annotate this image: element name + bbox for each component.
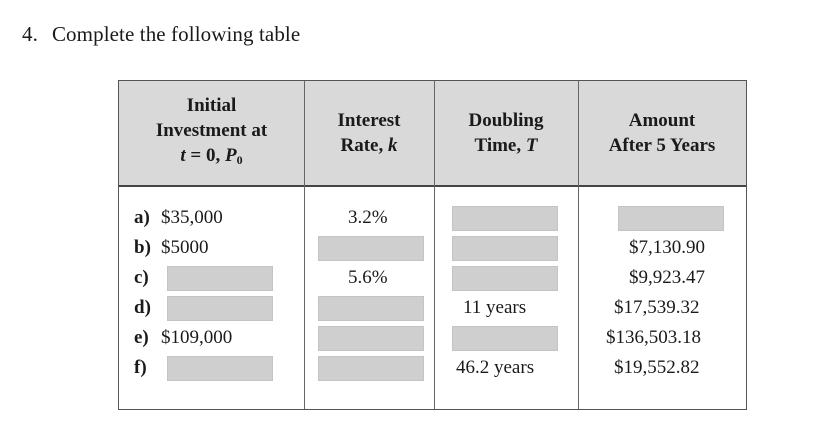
row-label: a) <box>134 207 150 228</box>
answer-blank[interactable] <box>318 326 424 351</box>
header-initial-line1: Initial <box>186 95 237 116</box>
table-row: c) 5.6% $9,923.47 <box>119 263 746 293</box>
row-label: e) <box>134 327 149 348</box>
header-doubling-time: Doubling Time, T <box>434 81 578 185</box>
header-doubling-line2: Time, T <box>469 133 544 158</box>
answer-blank[interactable] <box>452 266 558 291</box>
answer-blank[interactable] <box>167 296 273 321</box>
table-row: b) $5000 $7,130.90 <box>119 233 746 263</box>
header-initial-line2: Investment at <box>155 120 268 141</box>
answer-blank[interactable] <box>167 266 273 291</box>
column-divider <box>434 81 435 409</box>
header-amount-line1: Amount <box>628 110 696 131</box>
table-header <box>119 81 746 187</box>
answer-blank[interactable] <box>452 326 558 351</box>
header-initial-investment: Initial Investment at t = 0, P0 <box>119 81 304 185</box>
column-divider <box>304 81 305 409</box>
row-label: f) <box>134 357 147 378</box>
table-row: e) $109,000 $136,503.18 <box>119 323 746 353</box>
answer-blank[interactable] <box>318 236 424 261</box>
question-text: Complete the following table <box>51 22 301 46</box>
row-label: c) <box>134 267 149 288</box>
initial-value: $109,000 <box>161 327 233 348</box>
variable-p: P <box>224 145 237 166</box>
variable-k: k <box>387 135 398 156</box>
table-row: d) 11 years $17,539.32 <box>119 293 746 323</box>
header-rate-line1: Interest <box>337 110 401 131</box>
column-divider <box>578 81 579 409</box>
header-rate-text: Rate, <box>340 135 388 156</box>
header-amount-line2: After 5 Years <box>608 135 716 156</box>
answer-blank[interactable] <box>318 356 424 381</box>
amount-value: $7,130.90 <box>629 237 705 258</box>
variable-T: T <box>525 135 538 156</box>
answer-blank[interactable] <box>318 296 424 321</box>
answer-blank[interactable] <box>618 206 724 231</box>
header-initial-eq: = 0, <box>185 145 225 166</box>
header-doubling-text: Time, <box>474 135 526 156</box>
doubling-value: 46.2 years <box>456 357 535 378</box>
answer-blank[interactable] <box>452 206 558 231</box>
header-amount-after-5-years: Amount After 5 Years <box>578 81 746 185</box>
amount-value: $17,539.32 <box>614 297 700 318</box>
initial-value: $35,000 <box>161 207 223 228</box>
row-label: b) <box>134 237 151 258</box>
rate-value: 5.6% <box>348 267 388 288</box>
header-doubling-line1: Doubling <box>468 110 544 131</box>
variable-p-subscript: 0 <box>236 153 243 167</box>
investment-table: Initial Investment at t = 0, P0 Interest… <box>118 80 747 410</box>
amount-value: $19,552.82 <box>614 357 700 378</box>
answer-blank[interactable] <box>167 356 273 381</box>
initial-value: $5000 <box>161 237 209 258</box>
amount-value: $136,503.18 <box>606 327 701 348</box>
row-label: d) <box>134 297 151 318</box>
header-initial-line3: t = 0, P0 <box>156 143 267 173</box>
variable-t: t <box>180 145 186 166</box>
doubling-value: 11 years <box>463 297 527 318</box>
question-heading: 4. Complete the following table <box>22 22 300 47</box>
header-rate-line2: Rate, k <box>338 133 401 158</box>
header-interest-rate: Interest Rate, k <box>304 81 434 185</box>
rate-value: 3.2% <box>348 207 388 228</box>
amount-value: $9,923.47 <box>629 267 705 288</box>
question-number: 4. <box>22 22 38 46</box>
table-row: a) $35,000 3.2% <box>119 203 746 233</box>
answer-blank[interactable] <box>452 236 558 261</box>
table-row: f) 46.2 years $19,552.82 <box>119 353 746 383</box>
